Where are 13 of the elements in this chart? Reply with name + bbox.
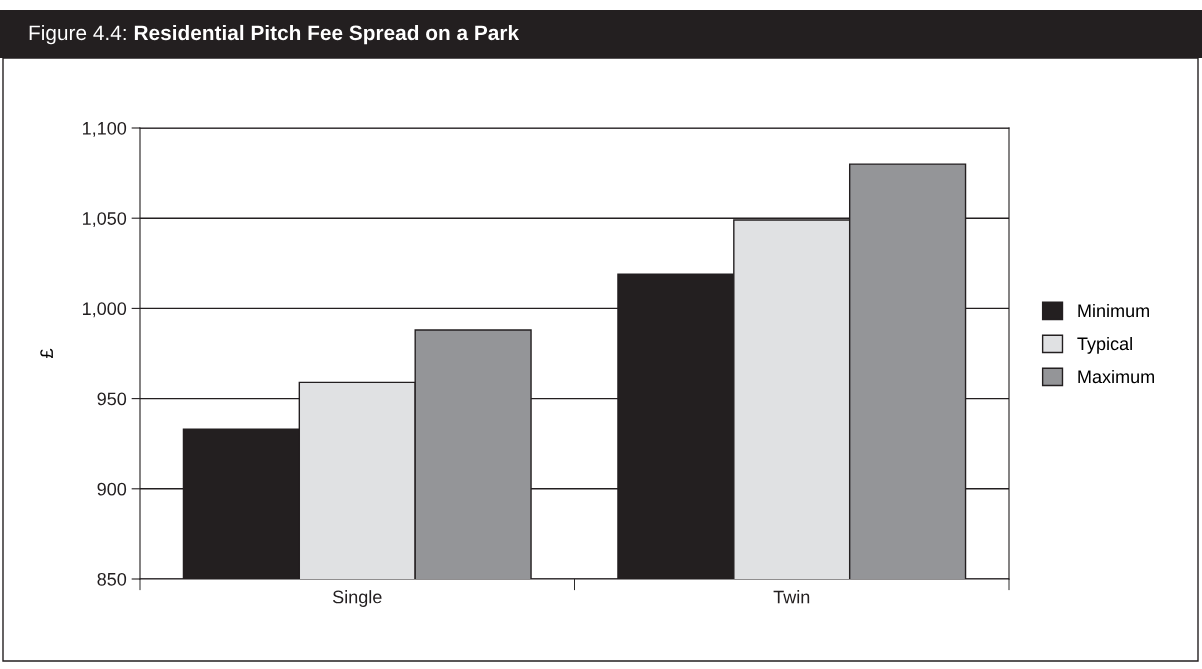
y-axis-title: £: [40, 348, 53, 359]
y-tick-label: 1,100: [83, 121, 127, 137]
legend-label: Minimum: [1078, 303, 1149, 318]
chart-title: Figure 4.4: Residential Pitch Fee Spread on a Park: [29, 24, 520, 45]
y-tick-label: 1,050: [83, 212, 127, 228]
y-tick-label: 850: [97, 572, 127, 586]
legend-label: Typical: [1077, 336, 1132, 354]
x-tick-label: Single: [332, 590, 382, 607]
y-tick-label: 1,000: [83, 302, 127, 318]
y-tick-label: 950: [97, 392, 127, 406]
x-tick-label: Twin: [773, 590, 810, 604]
y-tick-label: 900: [97, 482, 127, 496]
legend-label: Maximum: [1078, 369, 1154, 384]
